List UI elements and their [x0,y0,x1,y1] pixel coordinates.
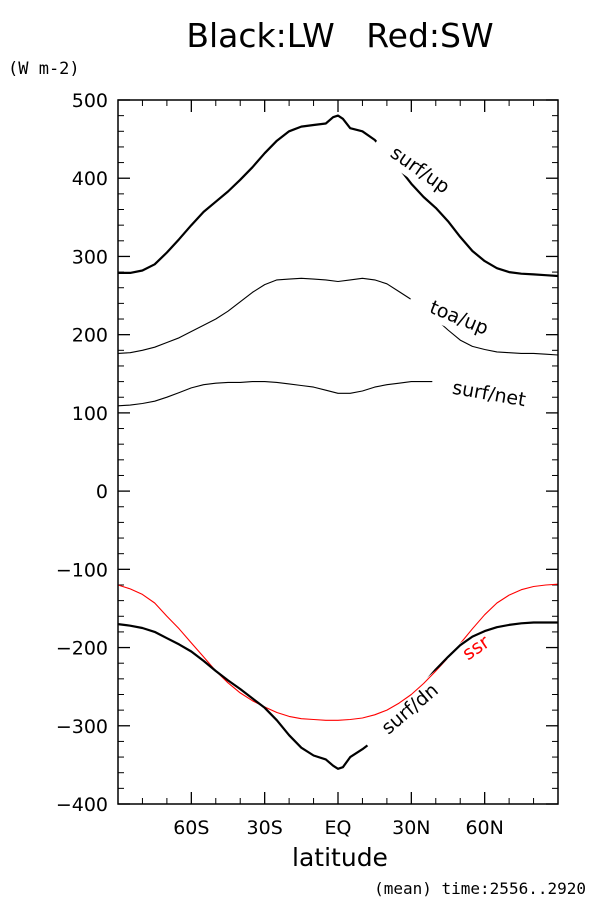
x-tick-label: 60S [173,817,209,839]
series-line-surf-dn [117,621,558,770]
x-tick-label: 60N [465,817,503,839]
curve-label-toa-up: toa/up [426,296,491,339]
series-group [117,114,559,770]
series-line-toa-up [117,277,559,356]
y-tick-label: −400 [56,794,108,816]
y-tick-label: 500 [72,90,108,112]
x-tick-label: 30S [247,817,283,839]
curve-label-surf-net: surf/net [451,377,528,412]
y-tick-label: 300 [72,246,108,268]
y-tick-label: −300 [56,716,108,738]
plot-frame [117,99,559,805]
x-axis-label: latitude [292,843,388,872]
y-tick-label: 0 [96,481,108,503]
x-tick-label: EQ [325,817,352,839]
y-tick-label: 200 [72,325,108,347]
y-tick-label: −100 [56,559,108,581]
y-tick-label: −200 [56,638,108,660]
curve-label-ssr: ssr [458,631,493,665]
curve-label-surf-up: surf/up [386,142,453,198]
curve-label-surf-dn: surf/dn [377,679,442,739]
chart-title: Black:LW Red:SW [186,16,493,55]
footer-time-label: (mean) time:2556..2920 [374,879,586,898]
series-line-surf-net [117,381,436,407]
x-tick-label: 30N [392,817,430,839]
y-units-label: (W m-2) [8,59,80,79]
series-line-ssr [117,583,559,721]
curve-label-group: surf/up toa/up surf/net ssr surf/dn [377,142,527,739]
series-line-surf-up [118,114,559,278]
tick-group: −400 −300 −200 −100 0 100 200 300 400 500 60S 30S EQ… [56,90,558,839]
y-tick-label: 100 [72,403,108,425]
y-tick-label: 400 [72,168,108,190]
